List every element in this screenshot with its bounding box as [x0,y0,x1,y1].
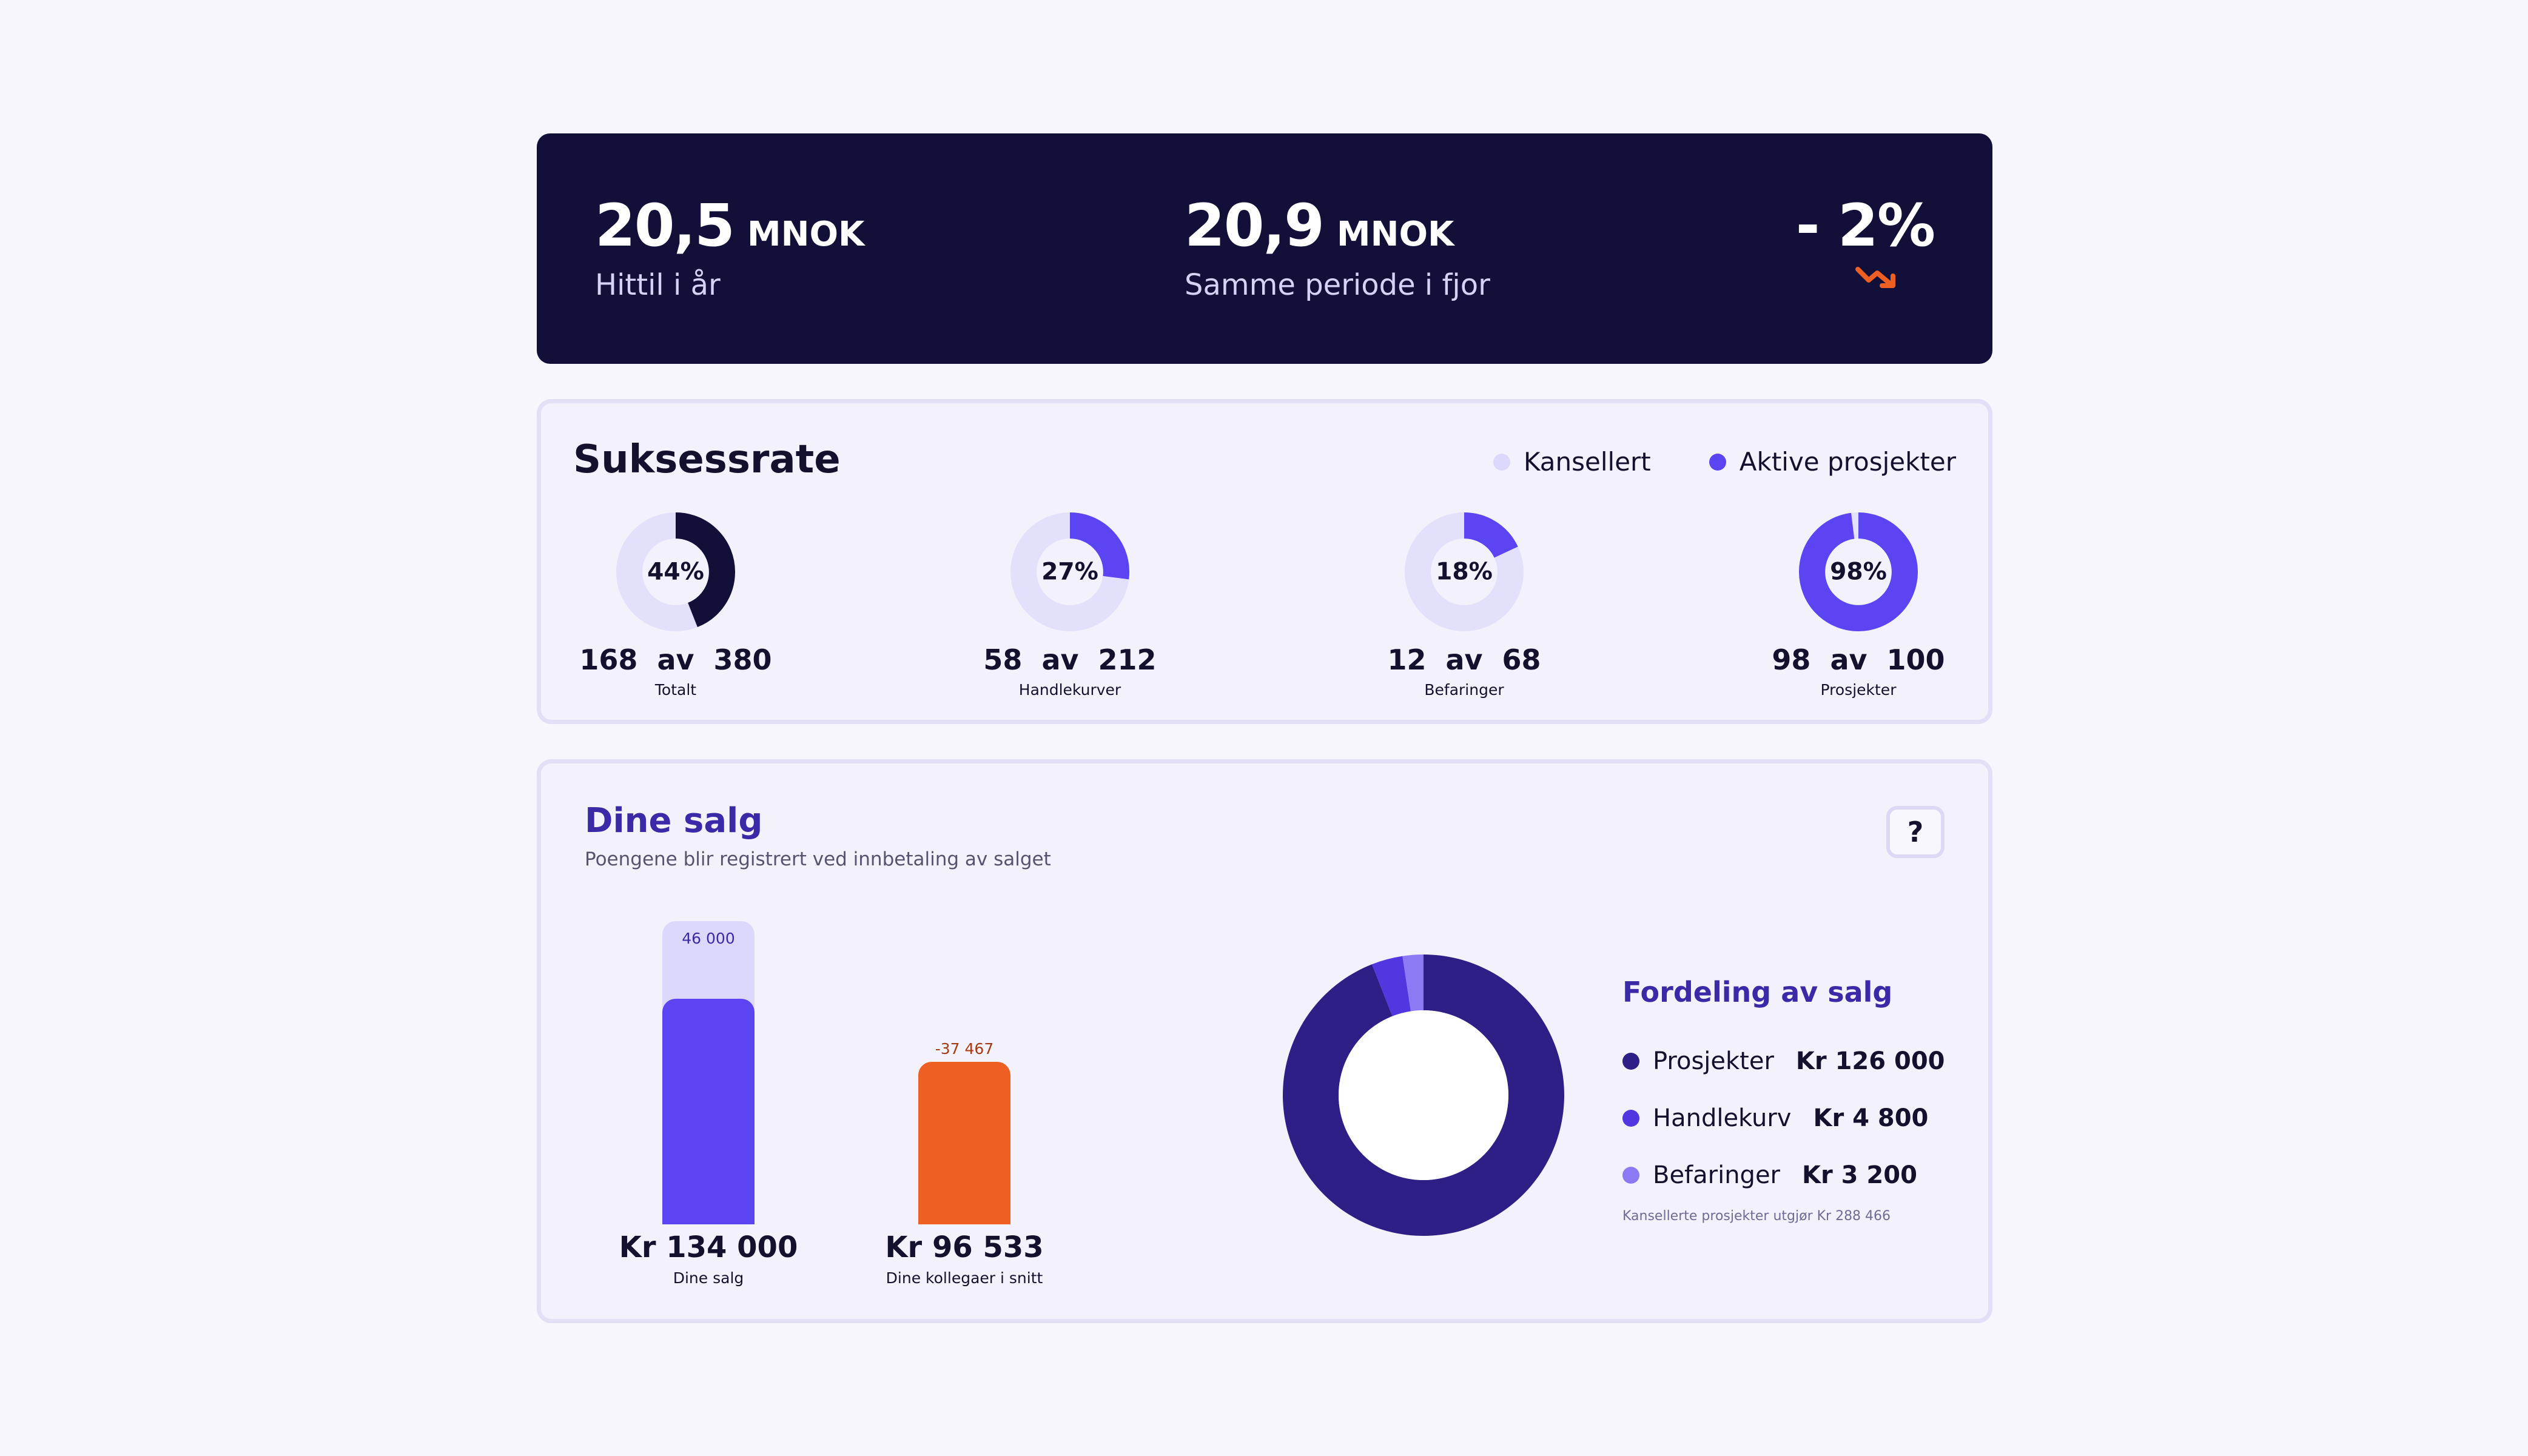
legend-dot-icon [1709,453,1726,471]
success-rate-legend: Kansellert Aktive prosjekter [1493,447,1956,477]
distribution-note: Kansellerte prosjekter utgjør Kr 288 466 [1622,1209,1891,1224]
success-caption: Handlekurver [1018,681,1121,699]
legend-dot-icon [1622,1110,1639,1127]
ratio-done: 12 [1387,643,1427,676]
ratio-total: 212 [1098,643,1157,676]
sales-subtitle: Poengene blir registrert ved innbetaling… [585,848,1051,870]
ratio-done: 58 [983,643,1023,676]
success-rate-card: Suksessrate Kansellert Aktive prosjekter… [537,399,1992,724]
success-ratio: 98 av 100 [1737,646,1980,674]
success-ratio: 12 av 68 [1343,646,1585,674]
ratio-total: 68 [1502,643,1541,676]
distribution-slice [1283,954,1564,1236]
distribution-label: Handlekurv [1653,1104,1792,1132]
donut-chart: 98% [1799,512,1918,631]
help-button[interactable]: ? [1886,806,1945,858]
donut-chart: 44% [616,512,735,631]
ratio-done: 168 [579,643,638,676]
trend-down-icon [1855,267,1895,288]
sales-card: Dine salg Poengene blir registrert ved i… [537,759,1992,1323]
distribution-amount: Kr 126 000 [1795,1047,1945,1075]
bar-top-label: -37 467 [935,1039,994,1058]
success-rate-title: Suksessrate [573,437,841,482]
ratio-total: 380 [713,643,772,676]
donut-percent-label: 98% [1830,559,1887,586]
success-ratio: 168 av 380 [554,646,797,674]
bar-value: Kr 134 000 [619,1230,798,1264]
ratio-done: 98 [1772,643,1811,676]
sales-bar-chart: 46 000 Kr 134 000 Dine salg -37 467 Kr 96 53… [541,763,1208,1319]
success-caption: Prosjekter [1820,681,1897,699]
success-donut-inspections: 18% 12 av 68 Befaringer [1343,512,1585,699]
ytd-stat: 20,5 MNOK Hittil i år [595,196,864,302]
bar-value: Kr 96 533 [885,1230,1044,1264]
distribution-donut-chart [1283,954,1564,1236]
legend-dot-icon [1622,1053,1639,1070]
legend-item-active: Aktive prosjekter [1709,447,1956,477]
distribution-item-projects: Prosjekter Kr 126 000 [1622,1033,1945,1090]
donut-arc [1010,512,1129,631]
success-ratio: 58 av 212 [949,646,1191,674]
success-donuts: 44% 168 av 380 Totalt 27% 58 av 212 Hand… [541,512,1988,706]
distribution-item-carts: Handlekurv Kr 4 800 [1622,1090,1945,1147]
distribution-amount: Kr 4 800 [1813,1104,1929,1132]
donut-percent-label: 27% [1041,559,1098,586]
dashboard: 20,5 MNOK Hittil i år 20,9 MNOK Samme pe… [537,133,1992,1323]
legend-label: Kansellert [1523,447,1651,477]
distribution-slice [1371,956,1411,1016]
ratio-sep: av [657,643,694,676]
revenue-banner: 20,5 MNOK Hittil i år 20,9 MNOK Samme pe… [537,133,1992,364]
success-donut-carts: 27% 58 av 212 Handlekurver [949,512,1191,699]
distribution-item-inspections: Befaringer Kr 3 200 [1622,1147,1945,1204]
bar-top-label: 46 000 [682,930,735,947]
ytd-unit: MNOK [747,215,865,254]
legend-dot-icon [1622,1167,1639,1184]
distribution-label: Prosjekter [1653,1047,1774,1075]
donut-arc [616,512,735,631]
ratio-total: 100 [1886,643,1945,676]
last-year-value: 20,9 [1185,192,1325,260]
bar-caption: Dine salg [673,1269,744,1287]
success-donut-total: 44% 168 av 380 Totalt [554,512,797,699]
last-year-unit: MNOK [1336,215,1454,254]
bar-fill [918,1061,1010,1224]
ratio-sep: av [1830,643,1867,676]
sales-title: Dine salg [585,801,763,840]
last-year-stat: 20,9 MNOK Samme periode i fjor [1185,196,1490,302]
donut-hole [1339,1010,1508,1180]
distribution-legend: Fordeling av salg Prosjekter Kr 126 000 … [1622,976,1945,1224]
distribution-label: Befaringer [1653,1161,1780,1189]
legend-dot-icon [1493,453,1510,471]
ytd-value: 20,5 [595,192,735,260]
legend-item-cancelled: Kansellert [1493,447,1651,477]
bar-fill [662,998,755,1224]
ytd-label: Hittil i år [595,268,721,302]
donut-chart: 18% [1405,512,1524,631]
last-year-label: Samme periode i fjor [1185,268,1490,302]
bar-caption: Dine kollegaer i snitt [886,1269,1043,1287]
donut-chart: 27% [1010,512,1129,631]
donut-arc [1799,512,1918,631]
success-donut-projects: 98% 98 av 100 Prosjekter [1737,512,1980,699]
distribution-slice [1402,954,1424,1011]
ratio-sep: av [1445,643,1483,676]
change-stat: - 2% [1795,192,1935,290]
donut-arc [1405,512,1524,631]
donut-percent-label: 44% [647,559,704,586]
distribution-title: Fordeling av salg [1622,976,1893,1008]
donut-percent-label: 18% [1436,559,1493,586]
success-caption: Befaringer [1424,681,1504,699]
ratio-sep: av [1041,643,1079,676]
distribution-amount: Kr 3 200 [1802,1161,1917,1189]
change-value: - 2% [1795,192,1935,260]
legend-label: Aktive prosjekter [1739,447,1956,477]
success-caption: Totalt [654,681,697,699]
